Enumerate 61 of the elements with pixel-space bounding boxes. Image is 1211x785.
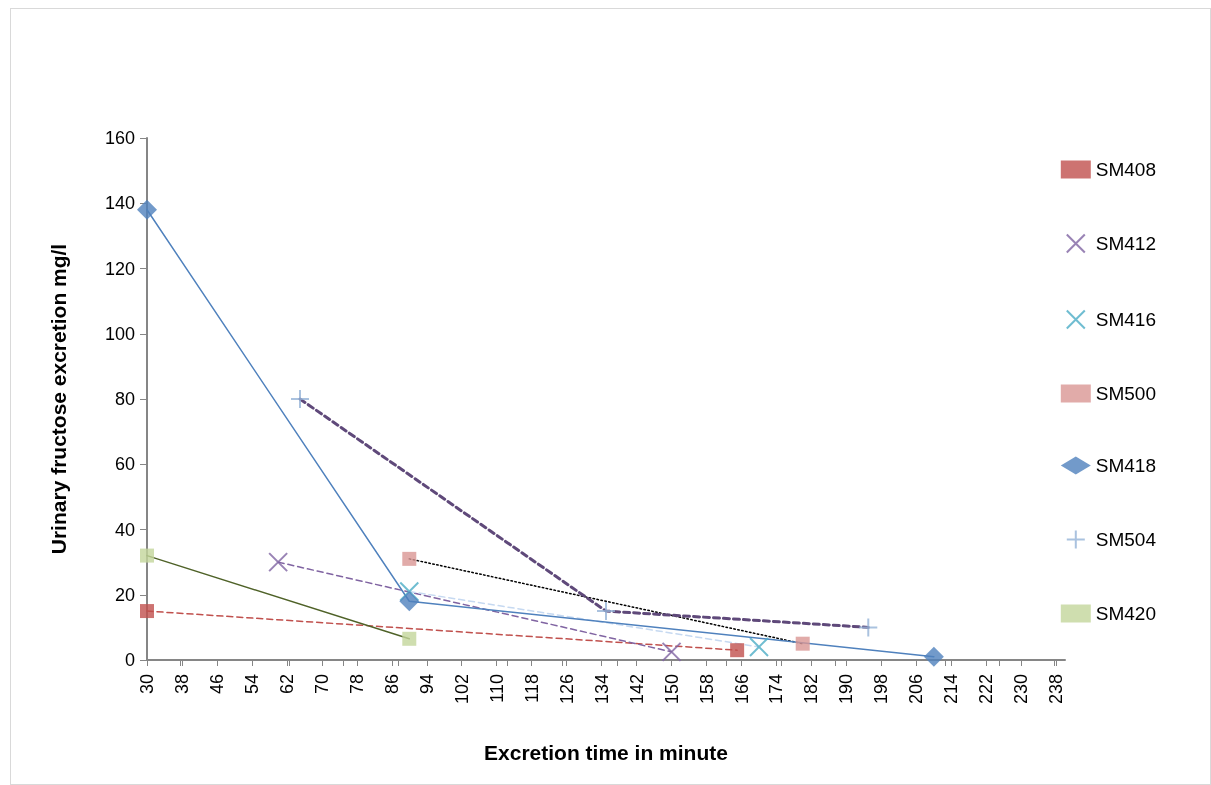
x-tick-label: 214	[941, 674, 962, 705]
x-tick-label: 30	[137, 674, 157, 695]
y-tick-label: 160	[104, 128, 135, 148]
x-tick-label: 110	[486, 674, 507, 703]
point	[795, 636, 810, 651]
x-tick-label: 70	[311, 674, 332, 695]
point	[661, 641, 682, 662]
x-tick-label: 86	[381, 674, 402, 695]
x-tick-label: 222	[976, 674, 997, 705]
y-tick-label: 0	[124, 650, 135, 670]
y-axis-title: Urinary fructose excretion mg/l	[47, 243, 70, 555]
x-tick-label: 190	[836, 674, 857, 705]
point	[290, 389, 310, 409]
y-tick-label: 20	[114, 584, 135, 605]
x-tick-label: 38	[171, 674, 192, 695]
x-tick-label: 174	[766, 674, 787, 705]
x-tick-label: 94	[416, 674, 437, 695]
x-tick-label: 206	[906, 674, 927, 705]
point	[402, 631, 417, 646]
point	[399, 581, 420, 602]
y-tick-label: 60	[114, 454, 135, 475]
x-tick-label: 182	[801, 674, 822, 705]
x-tick-label: 78	[346, 674, 367, 695]
x-tick-label: 142	[626, 674, 647, 705]
x-tick-label: 62	[276, 674, 297, 695]
x-tick-label: 54	[241, 674, 262, 695]
point	[749, 636, 769, 657]
x-tick-label: 134	[591, 674, 612, 705]
point	[596, 601, 616, 622]
point	[858, 617, 879, 638]
legend-label: SM420	[1095, 603, 1156, 624]
x-tick-label: 230	[1011, 674, 1032, 705]
point	[268, 552, 289, 573]
legend-label: SM504	[1095, 529, 1157, 550]
x-tick-label: 150	[661, 674, 682, 705]
x-tick-label: 238	[1046, 674, 1067, 705]
point	[923, 646, 944, 667]
point	[402, 551, 417, 566]
legend-label: SM500	[1095, 383, 1156, 404]
legend-label: SM418	[1095, 455, 1156, 476]
x-tick-label: 102	[451, 674, 472, 705]
x-tick-label: 126	[556, 674, 577, 705]
point	[137, 199, 157, 220]
point	[730, 643, 745, 658]
x-tick-label: 198	[871, 674, 892, 705]
x-tick-label: 166	[731, 674, 752, 705]
y-tick-label: 120	[104, 258, 135, 279]
y-tick-label: 80	[114, 389, 135, 409]
y-tick-label: 140	[104, 193, 135, 214]
legend-label: SM412	[1095, 233, 1156, 254]
x-tick-label: 158	[696, 674, 717, 705]
x-tick-label: 118	[521, 674, 542, 703]
x-tick-label: 46	[206, 674, 227, 695]
point	[140, 604, 154, 619]
y-tick-label: 100	[104, 323, 135, 344]
point	[140, 548, 154, 563]
x-axis-title: Excretion time in minute	[484, 741, 728, 764]
point	[399, 591, 420, 612]
legend-label: SM408	[1095, 159, 1156, 180]
y-tick-label: 40	[114, 519, 135, 540]
legend-label: SM416	[1095, 309, 1156, 330]
